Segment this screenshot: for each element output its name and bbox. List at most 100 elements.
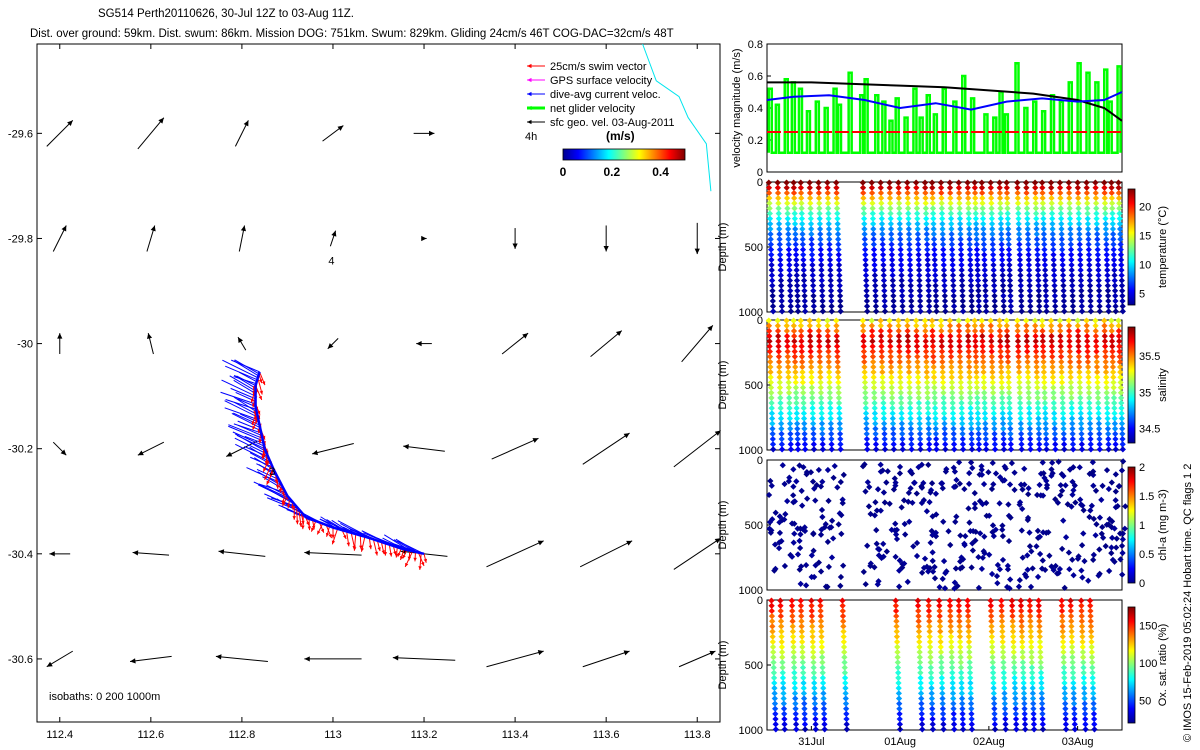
temperature-point [877, 179, 884, 186]
oxygen-point [789, 633, 797, 640]
salinity-point [1024, 369, 1032, 376]
salinity-point [778, 425, 785, 432]
salinity-point [887, 353, 894, 360]
temperature-point [863, 287, 870, 294]
salinity-point [982, 441, 990, 448]
temperature-point [1074, 189, 1082, 197]
salinity-point [836, 405, 843, 412]
temperature-point [818, 256, 825, 263]
swim-vector-head [307, 526, 312, 531]
salinity-point [1035, 415, 1042, 422]
swim-vector-head [252, 425, 256, 430]
temperature-point [899, 303, 906, 310]
oxygen-point [819, 659, 826, 666]
oxygen-point [1059, 623, 1066, 630]
temperature-point [1057, 194, 1064, 202]
temperature-point [1048, 200, 1055, 207]
oxygen-point [998, 618, 1006, 625]
temperature-point [1075, 220, 1083, 227]
temperature-point [1108, 184, 1115, 191]
salinity-point [1032, 322, 1039, 329]
chl-a-point [1105, 485, 1112, 493]
salinity-point [790, 327, 798, 335]
oxygen-point [959, 705, 966, 712]
temperature-point [922, 205, 929, 212]
temperature-point [914, 225, 921, 233]
chl-a-point [999, 556, 1007, 564]
temperature-point [929, 194, 936, 202]
salinity-point [973, 379, 980, 386]
temperature-point [1024, 210, 1031, 217]
oxygen-point [936, 597, 943, 604]
salinity-point [1077, 410, 1084, 417]
chl-a-point [782, 511, 789, 518]
salinity-point [1050, 394, 1057, 401]
chl-a-point [838, 530, 845, 538]
chl-a-point [1057, 492, 1064, 499]
temperature-point [870, 231, 877, 238]
time-xtick-label: 01Aug [884, 736, 916, 748]
salinity-point [916, 420, 923, 427]
salinity-point [939, 369, 946, 376]
salinity-point [965, 353, 972, 360]
salinity-point [948, 379, 956, 386]
velocity-series-line [767, 81, 1123, 122]
temperature-point [860, 189, 867, 197]
temperature-point [979, 200, 986, 207]
temperature-point [783, 184, 790, 191]
temperature-point [949, 267, 956, 274]
speed-colorbar-tick: 0.4 [652, 165, 669, 179]
swim-vector-head [311, 525, 316, 530]
oxygen-point [937, 643, 944, 651]
temperature-point [980, 246, 988, 253]
salinity-point [1039, 343, 1047, 350]
geo-velocity-arrow-head [623, 650, 630, 656]
salinity-point [941, 420, 948, 427]
chl-a-point [1026, 529, 1033, 536]
temperature-point [999, 272, 1006, 279]
legend-swatch-head [527, 119, 532, 125]
salinity-point [1102, 358, 1109, 365]
temperature-point [933, 303, 940, 310]
oxygen-point [1011, 674, 1018, 681]
temperature-point [1023, 184, 1030, 191]
salinity-point [1086, 415, 1093, 422]
salinity-point [1015, 348, 1022, 355]
geo-velocity-arrow [582, 432, 630, 465]
chl-a-point [1119, 571, 1126, 578]
oxygen-point [1062, 710, 1069, 718]
velocity-ytick-label: 0 [757, 167, 763, 179]
oxygen-point [989, 659, 996, 666]
chl-a-point [996, 500, 1003, 507]
temperature-point [786, 267, 793, 274]
chl-a-point [959, 556, 967, 563]
salinity-point [1050, 399, 1057, 407]
oxygen-point [893, 628, 900, 635]
temperature-point [1050, 246, 1057, 253]
temperature-point [1014, 194, 1021, 202]
salinity-point [863, 441, 871, 448]
dive-avg-current-vector [234, 437, 268, 455]
temperature-point [1067, 231, 1074, 238]
temperature-point [916, 282, 923, 289]
temperature-point [792, 251, 800, 258]
chl-a-point [1069, 491, 1076, 498]
chl-a-point [1095, 572, 1102, 579]
salinity-point [965, 343, 972, 350]
temperature-point [1017, 267, 1024, 274]
oxygen-point [987, 597, 994, 604]
temperature-point [1102, 220, 1109, 227]
swim-vector-head [311, 527, 315, 532]
salinity-point [972, 353, 980, 360]
chl-a-point [947, 541, 954, 549]
temperature-point [879, 225, 886, 233]
salinity-point [783, 317, 790, 324]
salinity-point [881, 446, 889, 453]
temperature-point [1004, 215, 1011, 222]
temperature-point [828, 292, 835, 300]
salinity-point [949, 399, 956, 407]
temperature-point [917, 308, 924, 315]
oxygen-point [937, 649, 945, 656]
temperature-point [946, 179, 953, 186]
temperature-point [906, 256, 913, 263]
